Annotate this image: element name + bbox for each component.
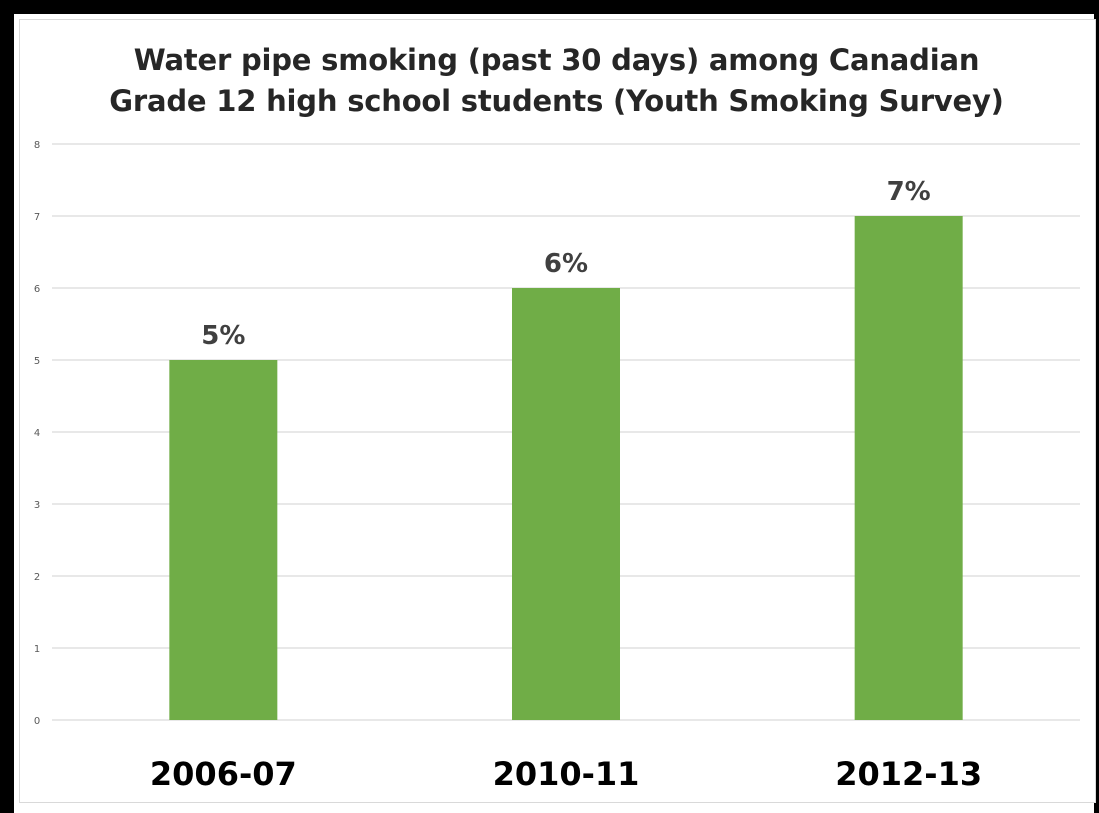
chart-title: Water pipe smoking (past 30 days) among … xyxy=(14,40,1099,122)
data-labels: 5% 6% 7% xyxy=(201,177,930,351)
data-label: 7% xyxy=(887,177,931,207)
chart-title-line-1: Water pipe smoking (past 30 days) among … xyxy=(133,43,980,77)
x-tick-label: 2010-11 xyxy=(493,755,640,793)
y-tick-label: 2 xyxy=(34,572,40,583)
data-label: 6% xyxy=(544,249,588,279)
y-tick-label: 8 xyxy=(34,140,40,151)
y-tick-label: 1 xyxy=(34,644,40,655)
y-tick-label: 4 xyxy=(34,428,40,439)
bar xyxy=(512,288,620,720)
y-tick-label: 5 xyxy=(34,356,40,367)
y-tick-label: 7 xyxy=(34,212,40,223)
frame-border-right xyxy=(1094,0,1099,813)
chart-title-line-2: Grade 12 high school students (Youth Smo… xyxy=(109,84,1004,118)
y-tick-label: 0 xyxy=(34,716,40,727)
x-axis-ticks: 2006-07 2010-11 2012-13 xyxy=(150,755,982,793)
x-tick-label: 2012-13 xyxy=(835,755,982,793)
bars xyxy=(169,216,963,720)
data-label: 5% xyxy=(201,321,245,351)
frame-border-top xyxy=(0,0,1099,14)
y-tick-label: 3 xyxy=(34,500,40,511)
bar xyxy=(169,360,278,720)
bar xyxy=(854,216,963,720)
frame-border-left xyxy=(0,0,14,813)
x-tick-label: 2006-07 xyxy=(150,755,297,793)
y-tick-label: 6 xyxy=(34,284,40,295)
y-axis-ticks: 0 1 2 3 4 5 6 7 8 xyxy=(34,140,40,727)
